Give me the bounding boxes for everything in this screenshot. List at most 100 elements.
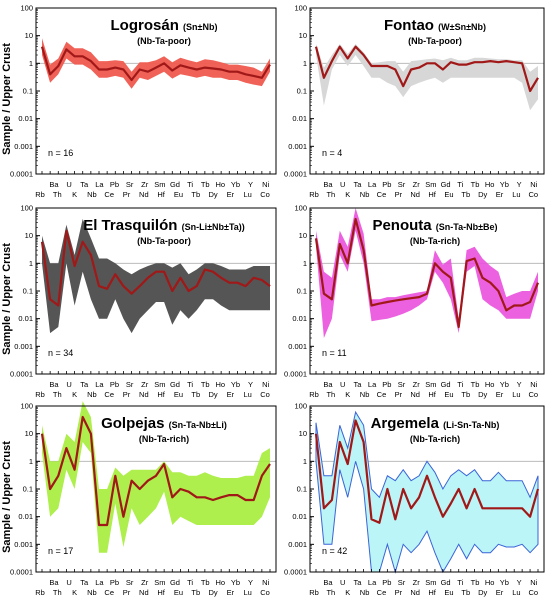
x-tick-label: Gd (170, 578, 180, 587)
y-tick-label: 1 (29, 259, 33, 268)
x-tick-label: Gd (441, 180, 451, 189)
x-tick-label: Ni (262, 578, 269, 587)
x-tick-label: Rb (35, 588, 45, 597)
chart-panel-4: 100 10 1 0.1 0.01 0.001 0.0001 Ba U Ta La Pb Sr Zr Sm G… (284, 204, 545, 399)
x-tick-label: Ti (187, 180, 193, 189)
x-tick-label: Ti (457, 578, 463, 587)
x-tick-label: Dy (208, 390, 217, 399)
chart-subtitle: (Nb-Ta-rich) (410, 236, 460, 246)
x-tick-label: Th (53, 190, 62, 199)
y-tick-label: 0.01 (292, 512, 307, 521)
x-tick-label: U (340, 180, 345, 189)
y-axis-label: Sample / Upper Crust (1, 243, 13, 355)
x-tick-label: Ni (262, 380, 269, 389)
x-tick-label: Zr (413, 578, 421, 587)
y-tick-label: 1 (29, 59, 33, 68)
x-tick-label: Ce (104, 588, 114, 597)
plot-area (36, 8, 276, 174)
x-tick-label: Th (326, 190, 335, 199)
x-tick-label: Y (248, 578, 253, 587)
x-tick-label: Yb (500, 380, 509, 389)
chart-title-name: El Trasquilón (83, 217, 181, 234)
x-tick-label: Nb (87, 390, 97, 399)
chart-title: Golpejas (Sn-Ta-Nb±Li) (101, 415, 227, 432)
x-tick-label: Hf (428, 390, 436, 399)
median-line (314, 419, 540, 524)
x-tick-label: Pr (123, 588, 131, 597)
x-tick-label: Ba (323, 380, 333, 389)
chart-subtitle: (Nb-Ta-poor) (137, 36, 191, 46)
chart-title: Logrosán (Sn±Nb) (111, 17, 218, 34)
x-tick-label: Er (496, 190, 504, 199)
chart-title-name: Logrosán (111, 17, 184, 34)
chart-title-elements: (Sn-Ta-Nb±Be) (436, 222, 498, 232)
x-tick-label: Ni (530, 180, 537, 189)
y-axis-label: Sample / Upper Crust (1, 441, 13, 553)
x-tick-label: Ce (377, 390, 387, 399)
x-tick-label: Tb (191, 588, 200, 597)
y-tick-label: 0.1 (297, 87, 307, 96)
x-tick-label: Ta (80, 380, 89, 389)
x-tick-label: Eu (174, 190, 183, 199)
y-tick-label: 0.0001 (284, 170, 307, 179)
sample-count: n = 42 (322, 546, 347, 556)
y-tick-label: 0.001 (288, 142, 307, 151)
x-tick-label: Ta (80, 578, 89, 587)
y-tick-label: 0.1 (297, 287, 307, 296)
sample-count: n = 34 (48, 348, 73, 358)
x-tick-label: Sm (154, 380, 165, 389)
x-tick-label: Nd (139, 390, 149, 399)
x-tick-label: Tb (461, 588, 470, 597)
x-tick-label: Pb (382, 180, 391, 189)
x-tick-label: Er (496, 588, 504, 597)
x-tick-label: Ti (187, 578, 193, 587)
x-tick-label: Sm (425, 380, 436, 389)
x-tick-label: La (368, 578, 377, 587)
chart-subtitle: (Nb-Ta-poor) (137, 236, 191, 246)
y-tick-label: 100 (20, 4, 33, 13)
x-tick-label: Ce (377, 190, 387, 199)
x-tick-label: Sr (126, 380, 134, 389)
x-tick-label: Ho (216, 578, 226, 587)
x-tick-label: Hf (428, 190, 436, 199)
x-tick-label: La (95, 578, 104, 587)
x-tick-label: Co (260, 190, 270, 199)
x-tick-label: Sr (398, 578, 406, 587)
x-tick-label: Ti (457, 180, 463, 189)
x-tick-label: Tb (201, 180, 210, 189)
x-tick-label: La (368, 180, 377, 189)
y-tick-label: 100 (20, 204, 33, 213)
x-tick-label: Co (528, 588, 538, 597)
x-tick-label: Nd (410, 190, 420, 199)
y-tick-label: 10 (299, 231, 307, 240)
y-tick-label: 0.0001 (284, 370, 307, 379)
x-tick-label: Eu (174, 390, 183, 399)
x-tick-label: Ni (530, 578, 537, 587)
y-tick-label: 0.001 (14, 342, 33, 351)
sample-count: n = 4 (322, 148, 342, 158)
median-line (40, 46, 271, 82)
x-tick-label: Yb (231, 380, 240, 389)
median-line (314, 45, 539, 93)
x-tick-label: Nd (139, 190, 149, 199)
x-tick-label: Ta (353, 180, 362, 189)
x-tick-label: Er (227, 588, 235, 597)
x-tick-label: K (72, 588, 77, 597)
x-tick-label: Hf (428, 588, 436, 597)
x-tick-label: Zr (141, 380, 149, 389)
x-tick-label: Tb (461, 190, 470, 199)
y-tick-label: 0.01 (18, 114, 33, 123)
x-tick-label: Rb (309, 390, 319, 399)
x-tick-label: U (340, 578, 345, 587)
x-tick-label: Eu (174, 588, 183, 597)
chart-subtitle: (Nb-Ta-rich) (410, 434, 460, 444)
chart-panel-6: 100 10 1 0.1 0.01 0.001 0.0001 Ba U Ta La Pb Sr Zr Sm G… (284, 402, 545, 597)
x-tick-label: Pr (123, 190, 131, 199)
y-tick-label: 1 (303, 259, 307, 268)
x-tick-label: Pb (110, 180, 119, 189)
chart-panel-2: 100 10 1 0.1 0.01 0.001 0.0001 Ba U Ta La Pb Sr Zr Sm G… (284, 4, 545, 199)
y-tick-label: 0.001 (14, 142, 33, 151)
x-tick-label: Lu (512, 390, 520, 399)
x-tick-label: Dy (208, 588, 217, 597)
